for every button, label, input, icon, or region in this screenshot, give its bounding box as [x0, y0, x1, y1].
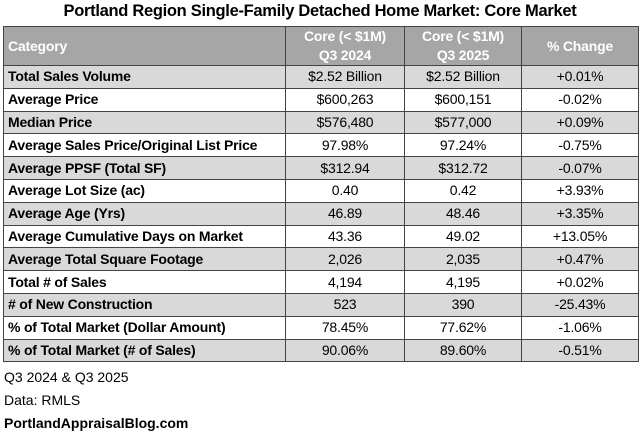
cell-q3-2024: $576,480 — [285, 110, 405, 135]
cell-q3-2025: 48.46 — [404, 201, 522, 226]
cell-change: -25.43% — [521, 292, 639, 317]
table-header-row: Category Core (< $1M) Q3 2024 Core (< $1M… — [3, 26, 639, 66]
cell-q3-2025: 77.62% — [404, 315, 522, 340]
cell-q3-2025: 390 — [404, 292, 522, 317]
cell-category: Total # of Sales — [3, 270, 286, 294]
cell-q3-2025: 89.60% — [404, 338, 522, 363]
cell-q3-2025: $312.72 — [404, 156, 522, 180]
cell-category: # of New Construction — [3, 292, 286, 317]
cell-change: +13.05% — [521, 224, 639, 249]
cell-q3-2025: 4,195 — [404, 270, 522, 294]
cell-q3-2025: 2,035 — [404, 247, 522, 272]
cell-q3-2025: $577,000 — [404, 110, 522, 135]
page-title: Portland Region Single-Family Detached H… — [63, 2, 577, 20]
market-table: Category Core (< $1M) Q3 2024 Core (< $1M… — [3, 26, 639, 363]
cell-change: -0.51% — [521, 338, 639, 363]
cell-change: +0.09% — [521, 110, 639, 135]
cell-q3-2024: 78.45% — [285, 315, 405, 340]
cell-category: Average Cumulative Days on Market — [3, 224, 286, 249]
cell-q3-2024: 90.06% — [285, 338, 405, 363]
cell-q3-2024: 0.40 — [285, 178, 405, 203]
table-row: # of New Construction 523 390 -25.43% — [3, 292, 639, 317]
cell-q3-2024: $600,263 — [285, 87, 405, 112]
footer-site: PortlandAppraisalBlog.com — [4, 415, 189, 431]
cell-q3-2025: 49.02 — [404, 224, 522, 249]
cell-q3-2025: 0.42 — [404, 178, 522, 203]
cell-category: Average Total Square Footage — [3, 247, 286, 272]
cell-category: Average Lot Size (ac) — [3, 178, 286, 203]
cell-q3-2025: 97.24% — [404, 133, 522, 158]
table-row: % of Total Market (# of Sales) 90.06% 89.6… — [3, 338, 639, 363]
cell-change: -1.06% — [521, 315, 639, 340]
cell-q3-2024: 2,026 — [285, 247, 405, 272]
cell-q3-2024: 97.98% — [285, 133, 405, 158]
cell-q3-2024: 46.89 — [285, 201, 405, 226]
header-q3-2025: Core (< $1M) Q3 2025 — [404, 26, 522, 66]
footer-source: Data: RMLS — [4, 392, 81, 408]
cell-q3-2024: 43.36 — [285, 224, 405, 249]
cell-change: -0.07% — [521, 156, 639, 180]
cell-q3-2024: $2.52 Billion — [285, 65, 405, 89]
footer-period: Q3 2024 & Q3 2025 — [4, 369, 129, 385]
cell-change: -0.75% — [521, 133, 639, 158]
table-row: % of Total Market (Dollar Amount) 78.45% 7… — [3, 315, 639, 340]
cell-change: +0.47% — [521, 247, 639, 272]
header-change: % Change — [521, 26, 639, 66]
header-category: Category — [3, 26, 286, 66]
cell-category: Average PPSF (Total SF) — [3, 156, 286, 180]
cell-category: % of Total Market (# of Sales) — [3, 338, 286, 363]
cell-q3-2024: 4,194 — [285, 270, 405, 294]
cell-change: +0.02% — [521, 270, 639, 294]
table-row: Average Sales Price/Original List Price 9… — [3, 133, 639, 158]
cell-change: +3.35% — [521, 201, 639, 226]
cell-q3-2025: $600,151 — [404, 87, 522, 112]
table-row: Average PPSF (Total SF) $312.94 $312.72 -0.… — [3, 156, 639, 180]
cell-category: Total Sales Volume — [3, 65, 286, 89]
table-row: Total # of Sales 4,194 4,195 +0.02% — [3, 270, 639, 294]
header-q3-2024-line2: Q3 2024 — [318, 47, 372, 63]
cell-q3-2024: 523 — [285, 292, 405, 317]
table-row: Average Price $600,263 $600,151 -0.02% — [3, 87, 639, 112]
header-q3-2025-line2: Q3 2025 — [436, 47, 490, 63]
cell-category: Average Sales Price/Original List Price — [3, 133, 286, 158]
cell-category: Average Age (Yrs) — [3, 201, 286, 226]
cell-change: +0.01% — [521, 65, 639, 89]
cell-category: Average Price — [3, 87, 286, 112]
cell-change: -0.02% — [521, 87, 639, 112]
header-q3-2024-line1: Core (< $1M) — [303, 28, 386, 44]
table-row: Median Price $576,480 $577,000 +0.09% — [3, 110, 639, 135]
table-row: Average Cumulative Days on Market 43.36 49… — [3, 224, 639, 249]
table-row: Average Total Square Footage 2,026 2,035 +0… — [3, 247, 639, 272]
cell-category: % of Total Market (Dollar Amount) — [3, 315, 286, 340]
cell-category: Median Price — [3, 110, 286, 135]
cell-q3-2025: $2.52 Billion — [404, 65, 522, 89]
cell-change: +3.93% — [521, 178, 639, 203]
table-row: Total Sales Volume $2.52 Billion $2.52 Bil… — [3, 65, 639, 89]
header-q3-2024: Core (< $1M) Q3 2024 — [285, 26, 405, 66]
header-q3-2025-line1: Core (< $1M) — [421, 28, 504, 44]
cell-q3-2024: $312.94 — [285, 156, 405, 180]
table-row: Average Age (Yrs) 46.89 48.46 +3.35% — [3, 201, 639, 226]
table-row: Average Lot Size (ac) 0.40 0.42 +3.93% — [3, 178, 639, 203]
